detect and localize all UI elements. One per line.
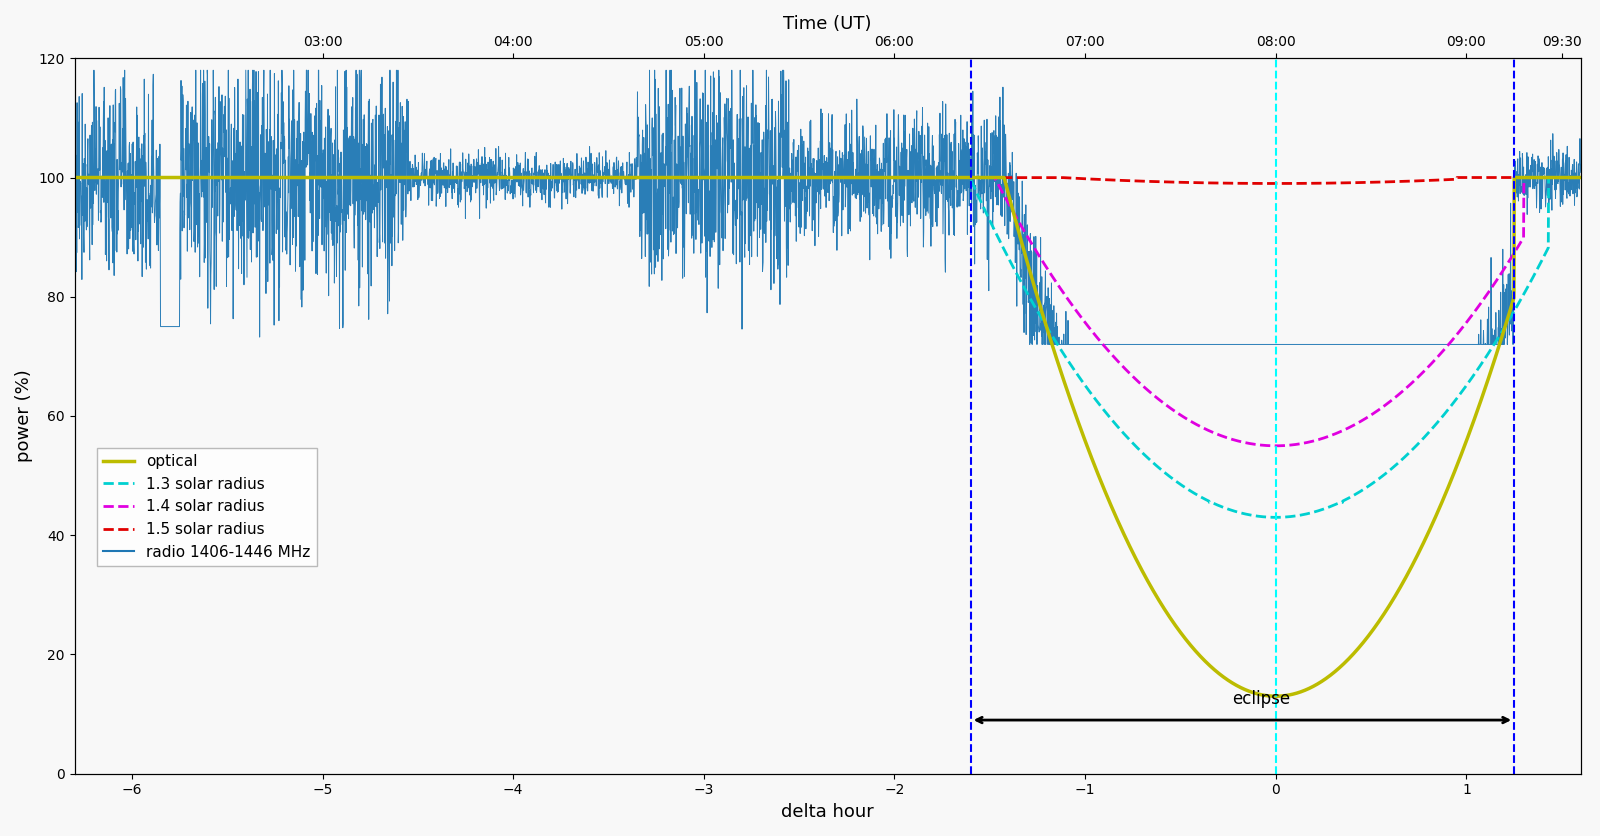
Y-axis label: power (%): power (%) [14,370,34,462]
X-axis label: delta hour: delta hour [781,803,874,821]
Text: eclipse: eclipse [1232,691,1291,708]
X-axis label: Time (UT): Time (UT) [784,15,872,33]
Legend: optical, 1.3 solar radius, 1.4 solar radius, 1.5 solar radius, radio 1406-1446 M: optical, 1.3 solar radius, 1.4 solar rad… [98,448,317,566]
